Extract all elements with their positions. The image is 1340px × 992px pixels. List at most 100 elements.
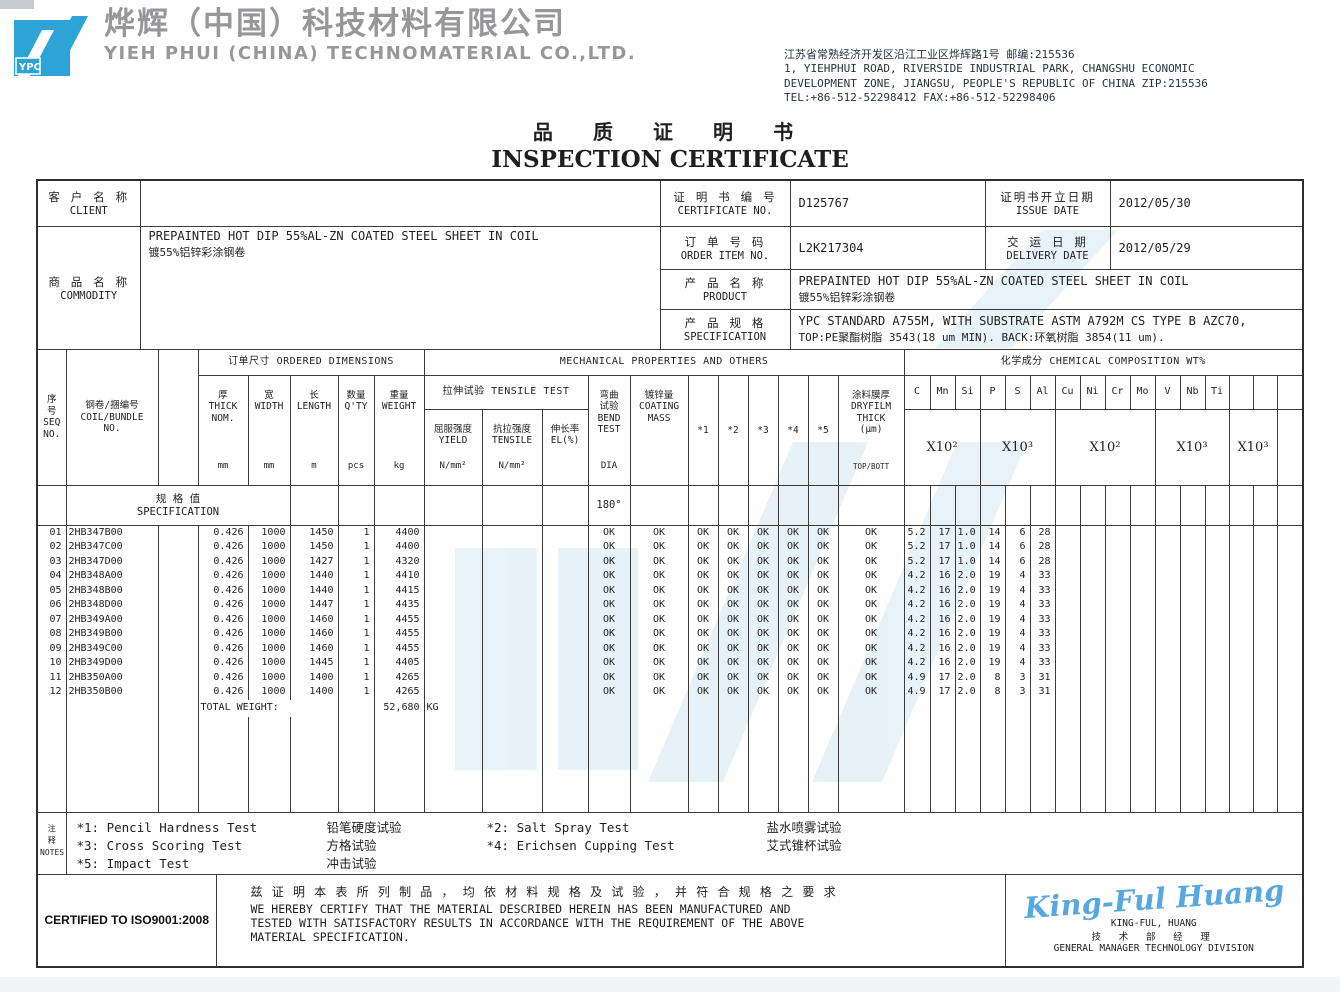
cell-empty — [1253, 656, 1278, 671]
cell-empty — [1105, 554, 1131, 570]
cell-star3: OK — [748, 583, 779, 599]
cell-weight: 4265 — [374, 685, 425, 700]
cell-empty — [1229, 699, 1254, 717]
certification-footer: CERTIFIED TO ISO9001:2008 兹 证 明 本 表 所 列 … — [38, 873, 1302, 967]
cell-chem-mn: 16 — [930, 569, 956, 584]
cell-chem-mn: 17 — [930, 554, 956, 570]
spec-empty — [718, 485, 749, 527]
star5-header: *5 — [808, 375, 839, 487]
cell-empty — [1229, 540, 1254, 555]
chem-multiplier: X10² — [1055, 409, 1156, 487]
cell-chem-s: 3 — [1005, 685, 1031, 700]
chem-element-header-Nb: Nb — [1180, 375, 1206, 410]
issue-date-label-cn: 证明书开立日期 — [1000, 190, 1095, 205]
cell-star5: OK — [808, 554, 839, 570]
cell-empty — [778, 699, 809, 717]
certificate-no-label-en: CERTIFICATE NO. — [677, 205, 773, 218]
cell-star2: OK — [718, 569, 749, 584]
cell-empty — [955, 699, 981, 717]
cell-empty — [1030, 716, 1056, 813]
cell-empty — [1180, 716, 1206, 813]
cell-empty — [1130, 612, 1156, 628]
cell-empty — [1130, 525, 1156, 541]
commodity-value: PREPAINTED HOT DIP 55%AL-ZN COATED STEEL… — [140, 226, 661, 350]
cell-empty — [1155, 656, 1181, 671]
cell-empty — [1277, 627, 1302, 642]
cell-empty — [158, 699, 199, 717]
address-line: DEVELOPMENT ZONE, JIANGSU, PEOPLE'S REPU… — [784, 76, 1208, 90]
cell-empty — [1155, 641, 1181, 657]
cell-empty — [1080, 583, 1106, 599]
cell-empty — [1155, 627, 1181, 642]
order-item-label-en: ORDER ITEM NO. — [680, 249, 770, 262]
cell-empty — [838, 716, 905, 813]
coil-data-row: 06 2HB348D00 0.426 1000 1447 1 4435 OK OK OK OK OK O… — [38, 598, 1302, 613]
cell-empty — [1205, 598, 1230, 613]
cell-tensile — [482, 598, 543, 613]
cell-star4: OK — [778, 656, 809, 671]
cell-chem-p: 19 — [980, 598, 1006, 613]
cell-length: 1445 — [290, 656, 339, 671]
cell-chem-si: 2.0 — [955, 656, 981, 671]
cell-weight: 4415 — [374, 583, 425, 599]
cell-empty — [630, 699, 689, 717]
cell-star4: OK — [778, 554, 809, 570]
cell-chem-al: 33 — [1030, 569, 1056, 584]
commodity-value-en: PREPAINTED HOT DIP 55%AL-ZN COATED STEEL… — [148, 228, 539, 243]
cell-star2: OK — [718, 627, 749, 642]
cell-el — [542, 641, 589, 657]
cell-empty — [1229, 627, 1254, 642]
cell-bend: OK — [588, 670, 631, 686]
cell-chem-si: 1.0 — [955, 554, 981, 570]
cell-blank — [158, 612, 199, 628]
cell-empty — [1130, 656, 1156, 671]
cell-length: 1440 — [290, 569, 339, 584]
chem-multiplier: X10³ — [1155, 409, 1230, 487]
cell-coil-no: 2HB348A00 — [66, 569, 159, 584]
cell-coating: OK — [630, 685, 689, 700]
cell-empty — [1155, 540, 1181, 555]
total-weight-unit: KG — [424, 699, 483, 717]
cell-empty — [1130, 598, 1156, 613]
cell-chem-c: 4.9 — [904, 685, 931, 700]
cell-weight: 4400 — [374, 540, 425, 555]
iso-certification-text: CERTIFIED TO ISO9001:2008 — [44, 913, 209, 928]
cell-qty: 1 — [338, 641, 375, 657]
cell-star2: OK — [718, 540, 749, 555]
cell-chem-c: 4.2 — [904, 583, 931, 599]
cell-weight: 4410 — [374, 569, 425, 584]
cell-empty — [904, 716, 931, 813]
cell-el — [542, 554, 589, 570]
spec-label-cn: 产 品 规 格 — [684, 316, 766, 330]
coil-data-row: 08 2HB349B00 0.426 1000 1460 1 4455 OK OK OK OK OK O… — [38, 627, 1302, 642]
cell-empty — [904, 699, 931, 717]
cell-seq: 04 — [38, 569, 67, 584]
cell-qty: 1 — [338, 569, 375, 584]
spec-empty — [955, 485, 981, 527]
cell-width: 1000 — [248, 540, 291, 555]
cell-empty — [1277, 685, 1302, 700]
cell-thick: 0.426 — [198, 598, 249, 613]
cell-bend: OK — [588, 641, 631, 657]
cell-star1: OK — [688, 656, 719, 671]
cell-empty — [1229, 569, 1254, 584]
cell-chem-s: 3 — [1005, 670, 1031, 686]
cell-qty: 1 — [338, 670, 375, 686]
chem-multiplier: X10³ — [1229, 409, 1278, 487]
cell-dryfilm: OK — [838, 583, 905, 599]
coil-data-row: 09 2HB349C00 0.426 1000 1460 1 4455 OK OK OK OK OK O… — [38, 641, 1302, 657]
notes-content: *1: Pencil Hardness Test 铅笔硬度试验 *2: Salt S… — [66, 812, 1303, 874]
cell-empty — [1229, 656, 1254, 671]
cell-coating: OK — [630, 598, 689, 613]
cell-empty — [1080, 598, 1106, 613]
cell-bend: OK — [588, 540, 631, 555]
cell-width: 1000 — [248, 598, 291, 613]
cell-empty — [1005, 699, 1031, 717]
cell-star1: OK — [688, 554, 719, 570]
cell-empty — [66, 699, 159, 717]
spec-empty — [1130, 485, 1156, 527]
cell-star3: OK — [748, 554, 779, 570]
cell-empty — [1253, 699, 1278, 717]
certification-statement: 兹 证 明 本 表 所 列 制 品 ， 均 依 材 料 规 格 及 试 验 ， … — [216, 873, 1006, 967]
cell-dryfilm: OK — [838, 612, 905, 628]
